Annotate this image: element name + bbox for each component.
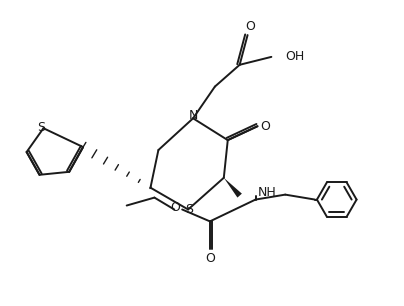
Polygon shape	[224, 178, 242, 198]
Text: S: S	[185, 203, 193, 216]
Text: S: S	[38, 121, 46, 134]
Text: OH: OH	[285, 50, 305, 63]
Text: NH: NH	[257, 186, 276, 199]
Text: N: N	[188, 109, 198, 122]
Text: O: O	[261, 120, 270, 133]
Text: O: O	[170, 201, 180, 214]
Text: O: O	[205, 252, 215, 265]
Text: O: O	[246, 20, 255, 33]
